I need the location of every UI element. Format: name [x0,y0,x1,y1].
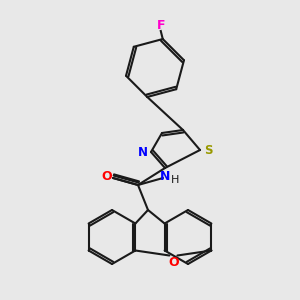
Text: F: F [157,19,165,32]
Text: N: N [138,146,148,158]
Text: S: S [204,143,212,157]
Text: O: O [168,256,179,269]
Text: O: O [102,170,112,184]
Text: N: N [160,169,170,182]
Text: H: H [171,175,179,185]
